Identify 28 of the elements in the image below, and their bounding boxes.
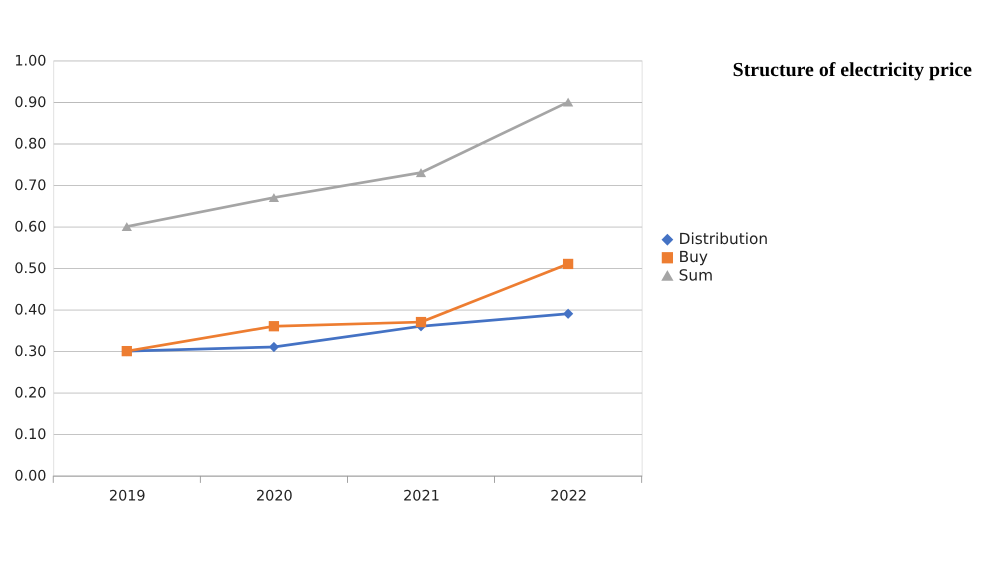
y-tick-label: 1.00	[14, 53, 46, 70]
legend-label: Distribution	[678, 230, 768, 248]
point	[562, 258, 574, 270]
y-tick-label: 0.40	[14, 302, 46, 319]
y-tick-label: 0.70	[14, 178, 46, 194]
x-tick-label: 2019	[108, 488, 146, 504]
x-tick-label: 2022	[550, 488, 587, 504]
y-tick-label: 0.90	[14, 95, 46, 112]
y-tick-label: 0.80	[14, 136, 46, 153]
point	[562, 98, 574, 106]
point	[122, 222, 132, 232]
point	[268, 193, 280, 202]
text: Structure of electricity price	[732, 58, 972, 81]
point	[416, 316, 426, 328]
y-tick-label: 0.20	[14, 386, 46, 402]
y-tick-label: 0.10	[14, 427, 46, 444]
legend-label: Sum	[678, 266, 714, 284]
point	[268, 321, 280, 332]
y-tick-label: 0.00	[14, 468, 46, 485]
y-tick-label: 0.50	[14, 261, 46, 278]
y-tick-label: 0.30	[14, 344, 46, 360]
x-tick-label: 2021	[403, 488, 440, 504]
point	[562, 308, 574, 319]
x-tick-label: 2020	[256, 488, 293, 504]
y-tick-label: 0.60	[14, 220, 46, 236]
legend-label: Buy	[678, 248, 708, 266]
point	[416, 168, 426, 178]
point	[268, 342, 280, 352]
